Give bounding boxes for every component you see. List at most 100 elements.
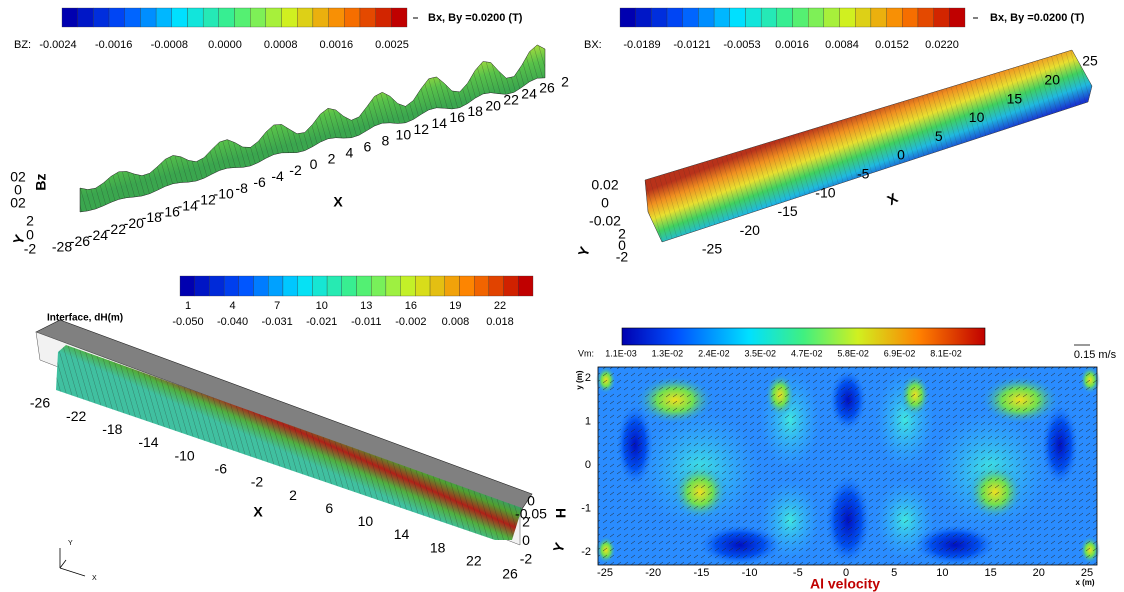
x-tick-label: 10 xyxy=(969,109,985,125)
colorbar-cell xyxy=(187,7,204,28)
z-axis-label: Bz xyxy=(33,173,49,190)
x-tick-label: 0 xyxy=(310,156,318,172)
colorbar-tick: 1.1E-03 xyxy=(605,348,637,358)
x-tick-label: -15 xyxy=(693,567,709,579)
y-tick-label: 0 xyxy=(585,459,591,471)
colorbar-level: 10 xyxy=(316,300,328,312)
colorbar-cell xyxy=(209,275,225,297)
colorbar-tick: -0.011 xyxy=(351,316,381,328)
x-tick-label: -12 xyxy=(196,192,216,208)
colorbar-cell xyxy=(917,7,934,28)
colorbar-tick: 2.4E-02 xyxy=(698,348,730,358)
x-tick-label: -6 xyxy=(253,174,266,190)
colorbar-level: 16 xyxy=(405,300,417,312)
y-tick-label: -2 xyxy=(581,546,591,558)
x-tick-label: 14 xyxy=(431,115,447,131)
x-tick-label: -20 xyxy=(740,222,760,238)
x-tick-label: 12 xyxy=(413,121,429,137)
y-tick-label: 0 xyxy=(26,227,34,243)
colorbar-cell xyxy=(400,275,416,297)
y-tick-label: -1 xyxy=(581,502,591,514)
colorbar-cell xyxy=(328,7,345,28)
x-axis-label: x (m) xyxy=(1075,578,1094,587)
x-tick-label: -18 xyxy=(102,421,122,437)
colorbar-cell xyxy=(179,275,195,297)
x-tick-label: 20 xyxy=(485,97,501,113)
z-axis-label: H xyxy=(553,508,569,518)
z-tick-label: 0 xyxy=(527,493,535,509)
colorbar-tick: -0.021 xyxy=(306,316,337,328)
x-tick-label: 5 xyxy=(891,567,897,579)
colorbar-cell xyxy=(312,7,329,28)
legend-label: Bx, By =0.0200 (T) xyxy=(990,12,1085,24)
colorbar-tick: -0.031 xyxy=(262,316,293,328)
x-tick-label: 25 xyxy=(1081,567,1093,579)
bx-mesh xyxy=(645,50,1092,242)
x-tick-label: 24 xyxy=(521,85,537,101)
colorbar-cell xyxy=(297,275,313,297)
colorbar-cell xyxy=(902,7,919,28)
colorbar-tick: -0.040 xyxy=(217,316,248,328)
colorbar-tick: 5.8E-02 xyxy=(837,348,869,358)
x-tick-label: 26 xyxy=(539,80,555,96)
colorbar-tick: -0.0008 xyxy=(151,39,188,51)
y-axis-label: y (m) xyxy=(575,370,584,389)
y-axis-label: Y xyxy=(550,540,568,555)
colorbar xyxy=(621,327,986,346)
colorbar-cell xyxy=(444,275,460,297)
colorbar-cell xyxy=(194,275,210,297)
colorbar-level: 19 xyxy=(449,300,461,312)
colorbar-tick: -0.0189 xyxy=(623,39,660,51)
colorbar-cell xyxy=(651,7,668,28)
colorbar-cell xyxy=(312,275,328,297)
colorbar-tick: -0.0024 xyxy=(39,39,76,51)
vector-overlay xyxy=(597,366,1098,566)
colorbar-cell xyxy=(619,7,636,28)
y-tick-label: 2 xyxy=(26,213,34,229)
x-tick-label: 15 xyxy=(984,567,996,579)
colorbar-cell xyxy=(268,275,284,297)
x-tick-label: -20 xyxy=(124,215,144,231)
x-tick-label: 0 xyxy=(897,147,905,163)
x-tick-label: 18 xyxy=(467,103,483,119)
colorbar-cell xyxy=(140,7,157,28)
colorbar-cell xyxy=(238,275,254,297)
colorbar-tick: -0.002 xyxy=(395,316,426,328)
x-tick-label: -26 xyxy=(70,233,90,249)
x-tick-label: 14 xyxy=(394,526,410,542)
x-tick-label: 2 xyxy=(561,74,569,90)
colorbar-cell xyxy=(729,7,746,28)
x-tick-label: -2 xyxy=(289,162,302,178)
panel-title: Al velocity xyxy=(810,576,880,592)
colorbar-label: BX: xyxy=(584,39,602,51)
y-tick-label: 2 xyxy=(618,226,626,242)
colorbar-tick: 6.9E-02 xyxy=(884,348,916,358)
colorbar-cell xyxy=(281,7,298,28)
box-top xyxy=(35,319,533,513)
colorbar-cell xyxy=(823,7,840,28)
colorbar-cell xyxy=(155,7,172,28)
colorbar-cell xyxy=(265,7,282,28)
x-tick-label: -10 xyxy=(174,447,194,463)
colorbar-cell xyxy=(474,275,490,297)
x-tick-label: -14 xyxy=(178,197,198,213)
y-tick-label: 1 xyxy=(585,415,591,427)
x-tick-label: 20 xyxy=(1033,567,1045,579)
x-tick-label: -15 xyxy=(777,203,797,219)
y-tick-label: -2 xyxy=(520,551,533,567)
colorbar-cell xyxy=(359,7,376,28)
z-tick-label: 02 xyxy=(10,169,26,185)
colorbar-cell xyxy=(124,7,141,28)
x-tick-label: -16 xyxy=(160,203,180,219)
colorbar-label: Vm: xyxy=(578,348,594,358)
x-tick-label: 10 xyxy=(358,513,374,529)
colorbar-cell xyxy=(61,7,78,28)
y-axis-label: Y xyxy=(575,244,593,259)
colorbar-cell xyxy=(341,275,357,297)
axis-triad xyxy=(59,548,86,577)
x-tick-label: 10 xyxy=(396,127,412,143)
x-tick-label: -8 xyxy=(235,180,248,196)
triad-label: Y xyxy=(68,540,73,547)
colorbar-cell xyxy=(933,7,950,28)
